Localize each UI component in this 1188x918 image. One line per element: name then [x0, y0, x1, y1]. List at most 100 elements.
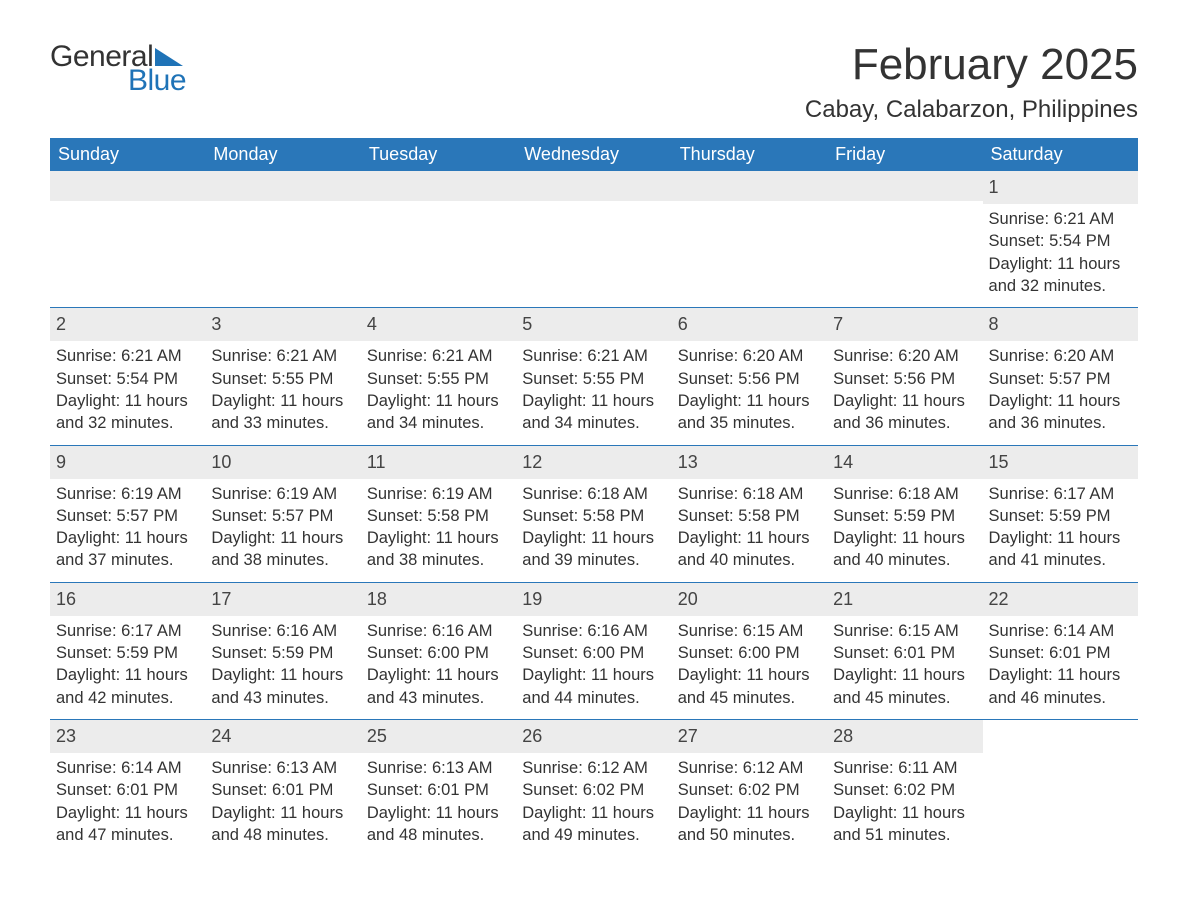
empty-cell	[205, 171, 360, 307]
day-number: 19	[516, 583, 671, 616]
day-cell: 10 Sunrise: 6:19 AMSunset: 5:57 PMDayligh…	[205, 446, 360, 582]
column-header: Tuesday	[361, 138, 516, 171]
day-details: Sunrise: 6:13 AMSunset: 6:01 PMDaylight:…	[211, 757, 354, 846]
day-cell: 14Sunrise: 6:18 AMSunset: 5:59 PMDayligh…	[827, 446, 982, 582]
calendar-body: 1 Sunrise: 6:21 AMSunset: 5:54 PMDaylight…	[50, 171, 1138, 856]
day-cell: 16 Sunrise: 6:17 AMSunset: 5:59 PMDayligh…	[50, 583, 205, 719]
empty-day-bar	[50, 171, 205, 201]
day-number: 13	[672, 446, 827, 479]
day-number: 8	[983, 308, 1138, 341]
day-details: Sunrise: 6:16 AMSunset: 5:59 PMDaylight:…	[211, 620, 354, 709]
day-cell: 7Sunrise: 6:20 AMSunset: 5:56 PMDaylight…	[827, 308, 982, 444]
day-details: Sunrise: 6:16 AMSunset: 6:00 PMDaylight:…	[522, 620, 665, 709]
empty-cell	[50, 171, 205, 307]
empty-cell	[672, 171, 827, 307]
day-details: Sunrise: 6:12 AMSunset: 6:02 PMDaylight:…	[678, 757, 821, 846]
day-details: Sunrise: 6:21 AMSunset: 5:55 PMDaylight:…	[522, 345, 665, 434]
day-number: 21	[827, 583, 982, 616]
day-details: Sunrise: 6:18 AMSunset: 5:58 PMDaylight:…	[522, 483, 665, 572]
day-details: Sunrise: 6:17 AMSunset: 5:59 PMDaylight:…	[56, 620, 199, 709]
day-cell: 19 Sunrise: 6:16 AMSunset: 6:00 PMDayligh…	[516, 583, 671, 719]
day-details: Sunrise: 6:14 AMSunset: 6:01 PMDaylight:…	[56, 757, 199, 846]
empty-cell	[983, 720, 1138, 856]
day-number: 5	[516, 308, 671, 341]
day-cell: 13Sunrise: 6:18 AMSunset: 5:58 PMDayligh…	[672, 446, 827, 582]
empty-cell	[361, 171, 516, 307]
day-cell: 1 Sunrise: 6:21 AMSunset: 5:54 PMDaylight…	[983, 171, 1138, 307]
day-cell: 17 Sunrise: 6:16 AMSunset: 5:59 PMDayligh…	[205, 583, 360, 719]
calendar-row: 2Sunrise: 6:21 AMSunset: 5:54 PMDaylight…	[50, 307, 1138, 444]
empty-day-bar	[672, 171, 827, 201]
day-number: 27	[672, 720, 827, 753]
column-header: Wednesday	[516, 138, 671, 171]
title-block: February 2025 Cabay, Calabarzon, Philipp…	[805, 40, 1138, 124]
day-cell: 24 Sunrise: 6:13 AMSunset: 6:01 PMDayligh…	[205, 720, 360, 856]
column-header: Saturday	[983, 138, 1138, 171]
day-cell: 25Sunrise: 6:13 AMSunset: 6:01 PMDayligh…	[361, 720, 516, 856]
calendar: SundayMondayTuesdayWednesdayThursdayFrid…	[50, 138, 1138, 856]
column-header: Thursday	[672, 138, 827, 171]
day-cell: 26 Sunrise: 6:12 AMSunset: 6:02 PMDayligh…	[516, 720, 671, 856]
day-details: Sunrise: 6:20 AMSunset: 5:56 PMDaylight:…	[678, 345, 821, 434]
day-cell: 21 Sunrise: 6:15 AMSunset: 6:01 PMDayligh…	[827, 583, 982, 719]
day-details: Sunrise: 6:14 AMSunset: 6:01 PMDaylight:…	[989, 620, 1132, 709]
day-number: 12	[516, 446, 671, 479]
day-details: Sunrise: 6:20 AMSunset: 5:57 PMDaylight:…	[989, 345, 1132, 434]
day-number: 4	[361, 308, 516, 341]
header: General Blue February 2025 Cabay, Calaba…	[50, 40, 1138, 124]
day-cell: 23 Sunrise: 6:14 AMSunset: 6:01 PMDayligh…	[50, 720, 205, 856]
day-cell: 4 Sunrise: 6:21 AMSunset: 5:55 PMDaylight…	[361, 308, 516, 444]
empty-cell	[827, 171, 982, 307]
calendar-row: 23 Sunrise: 6:14 AMSunset: 6:01 PMDayligh…	[50, 719, 1138, 856]
column-header: Friday	[827, 138, 982, 171]
day-details: Sunrise: 6:20 AMSunset: 5:56 PMDaylight:…	[833, 345, 976, 434]
day-cell: 9 Sunrise: 6:19 AMSunset: 5:57 PMDaylight…	[50, 446, 205, 582]
day-cell: 12 Sunrise: 6:18 AMSunset: 5:58 PMDayligh…	[516, 446, 671, 582]
day-cell: 11 Sunrise: 6:19 AMSunset: 5:58 PMDayligh…	[361, 446, 516, 582]
day-details: Sunrise: 6:15 AMSunset: 6:00 PMDaylight:…	[678, 620, 821, 709]
day-details: Sunrise: 6:12 AMSunset: 6:02 PMDaylight:…	[522, 757, 665, 846]
day-number: 1	[983, 171, 1138, 204]
calendar-row: 16 Sunrise: 6:17 AMSunset: 5:59 PMDayligh…	[50, 582, 1138, 719]
logo: General Blue	[50, 40, 186, 98]
location-subtitle: Cabay, Calabarzon, Philippines	[805, 96, 1138, 124]
day-number: 10	[205, 446, 360, 479]
day-number: 18	[361, 583, 516, 616]
day-cell: 22 Sunrise: 6:14 AMSunset: 6:01 PMDayligh…	[983, 583, 1138, 719]
day-cell: 8 Sunrise: 6:20 AMSunset: 5:57 PMDaylight…	[983, 308, 1138, 444]
day-number: 17	[205, 583, 360, 616]
day-number: 11	[361, 446, 516, 479]
day-details: Sunrise: 6:19 AMSunset: 5:58 PMDaylight:…	[367, 483, 510, 572]
day-number: 26	[516, 720, 671, 753]
day-number: 6	[672, 308, 827, 341]
day-cell: 5 Sunrise: 6:21 AMSunset: 5:55 PMDaylight…	[516, 308, 671, 444]
day-number: 23	[50, 720, 205, 753]
day-number: 25	[361, 720, 516, 753]
day-cell: 28Sunrise: 6:11 AMSunset: 6:02 PMDayligh…	[827, 720, 982, 856]
empty-day-bar	[516, 171, 671, 201]
day-cell: 18Sunrise: 6:16 AMSunset: 6:00 PMDayligh…	[361, 583, 516, 719]
day-number: 22	[983, 583, 1138, 616]
day-details: Sunrise: 6:21 AMSunset: 5:54 PMDaylight:…	[989, 208, 1132, 297]
calendar-row: 9Sunrise: 6:19 AMSunset: 5:57 PMDaylight…	[50, 445, 1138, 582]
day-number: 2	[50, 308, 205, 341]
day-details: Sunrise: 6:19 AMSunset: 5:57 PMDaylight:…	[211, 483, 354, 572]
calendar-row: 1 Sunrise: 6:21 AMSunset: 5:54 PMDaylight…	[50, 171, 1138, 307]
empty-day-bar	[827, 171, 982, 201]
day-cell: 2Sunrise: 6:21 AMSunset: 5:54 PMDaylight…	[50, 308, 205, 444]
page-title: February 2025	[805, 40, 1138, 90]
day-cell: 27 Sunrise: 6:12 AMSunset: 6:02 PMDayligh…	[672, 720, 827, 856]
day-number: 16	[50, 583, 205, 616]
day-details: Sunrise: 6:19 AMSunset: 5:57 PMDaylight:…	[56, 483, 199, 572]
day-number: 14	[827, 446, 982, 479]
empty-day-bar	[361, 171, 516, 201]
day-details: Sunrise: 6:21 AMSunset: 5:55 PMDaylight:…	[367, 345, 510, 434]
day-number: 15	[983, 446, 1138, 479]
day-number: 24	[205, 720, 360, 753]
day-number: 9	[50, 446, 205, 479]
day-number: 28	[827, 720, 982, 753]
empty-day-bar	[205, 171, 360, 201]
day-details: Sunrise: 6:15 AMSunset: 6:01 PMDaylight:…	[833, 620, 976, 709]
calendar-header-row: SundayMondayTuesdayWednesdayThursdayFrid…	[50, 138, 1138, 171]
day-number: 20	[672, 583, 827, 616]
